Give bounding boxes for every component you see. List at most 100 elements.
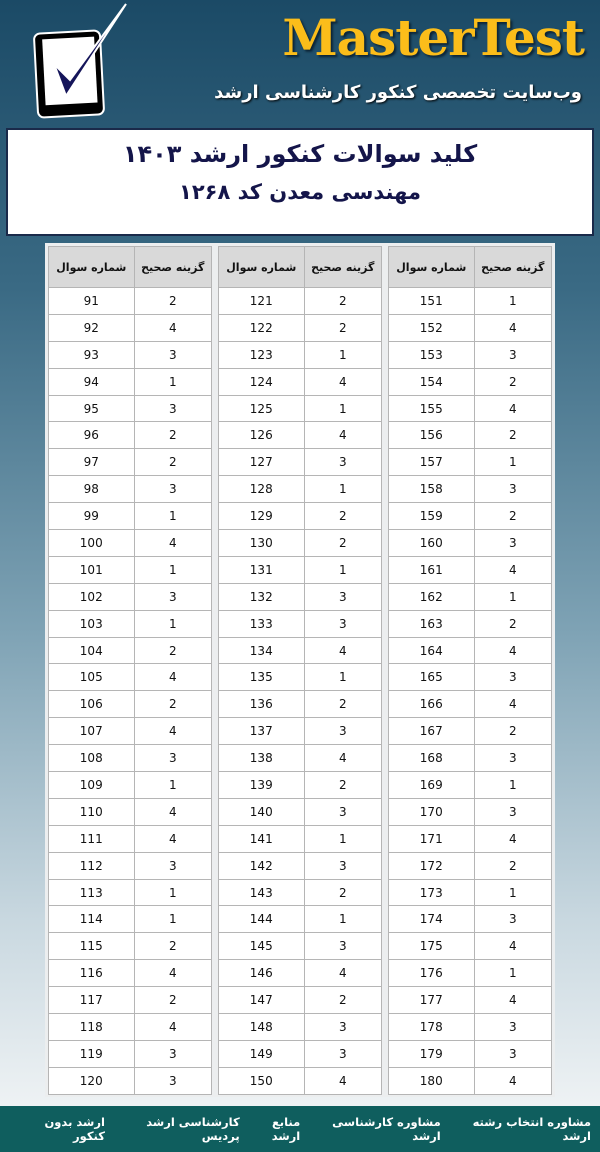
logo-checkbox-icon — [14, 2, 134, 120]
correct-answer-header: گزینه صحیح — [133, 246, 213, 288]
correct-answer: 1 — [133, 609, 213, 638]
footer-link[interactable]: کارشناسی ارشد پردیس — [146, 1115, 240, 1143]
table-row: 142 3 — [218, 851, 383, 880]
correct-answer: 3 — [473, 797, 553, 826]
correct-answer: 4 — [133, 313, 213, 342]
table-header-row: شماره سوال گزینه صحیح — [388, 246, 553, 288]
table-row: 149 3 — [218, 1039, 383, 1068]
question-number: 177 — [388, 986, 475, 1015]
correct-answer: 1 — [133, 771, 213, 799]
answer-table: شماره سوال گزینه صحیح 151 1 152 4 153 3 154 2 155 4… — [388, 246, 553, 1095]
question-number: 158 — [388, 475, 475, 504]
correct-answer: 4 — [303, 421, 383, 450]
correct-answer: 1 — [303, 663, 383, 692]
correct-answer: 4 — [473, 394, 553, 423]
question-number: 169 — [388, 771, 475, 799]
question-number: 152 — [388, 313, 475, 342]
question-number: 133 — [218, 609, 305, 638]
table-row: 95 3 — [48, 394, 213, 423]
correct-answer: 1 — [473, 771, 553, 799]
correct-answer: 1 — [303, 555, 383, 584]
correct-answer: 3 — [133, 394, 213, 423]
table-row: 172 2 — [388, 851, 553, 880]
table-row: 150 4 — [218, 1066, 383, 1095]
table-row: 167 2 — [388, 717, 553, 746]
table-row: 105 4 — [48, 663, 213, 692]
table-row: 109 1 — [48, 771, 213, 799]
correct-answer: 4 — [133, 717, 213, 746]
table-row: 119 3 — [48, 1039, 213, 1068]
table-row: 100 4 — [48, 529, 213, 557]
table-row: 156 2 — [388, 421, 553, 450]
correct-answer: 3 — [303, 1013, 383, 1041]
table-row: 112 3 — [48, 851, 213, 880]
question-number: 136 — [218, 690, 305, 719]
table-row: 170 3 — [388, 797, 553, 826]
footer-link[interactable]: مشاوره انتخاب رشته ارشد — [472, 1115, 591, 1143]
correct-answer: 2 — [473, 502, 553, 531]
question-number: 115 — [48, 932, 135, 961]
table-row: 175 4 — [388, 932, 553, 961]
question-number: 111 — [48, 824, 135, 853]
correct-answer: 2 — [473, 851, 553, 880]
question-number: 101 — [48, 555, 135, 584]
correct-answer: 3 — [133, 744, 213, 773]
table-row: 106 2 — [48, 690, 213, 719]
question-number: 150 — [218, 1066, 305, 1095]
correct-answer: 3 — [133, 582, 213, 611]
table-header-row: شماره سوال گزینه صحیح — [48, 246, 213, 288]
correct-answer: 4 — [303, 959, 383, 988]
question-number: 154 — [388, 367, 475, 396]
question-number: 171 — [388, 824, 475, 853]
table-row: 120 3 — [48, 1066, 213, 1095]
page-title: کلید سوالات کنکور ارشد ۱۴۰۳ — [122, 140, 478, 168]
table-row: 132 3 — [218, 582, 383, 611]
question-number: 145 — [218, 932, 305, 961]
question-number: 108 — [48, 744, 135, 773]
correct-answer: 3 — [133, 1039, 213, 1068]
question-number: 172 — [388, 851, 475, 880]
table-row: 130 2 — [218, 529, 383, 557]
correct-answer: 1 — [303, 905, 383, 934]
table-row: 180 4 — [388, 1066, 553, 1095]
question-number: 147 — [218, 986, 305, 1015]
table-row: 153 3 — [388, 340, 553, 369]
table-row: 163 2 — [388, 609, 553, 638]
question-number: 174 — [388, 905, 475, 934]
table-row: 98 3 — [48, 475, 213, 504]
correct-answer: 2 — [303, 690, 383, 719]
question-number: 155 — [388, 394, 475, 423]
table-row: 128 1 — [218, 475, 383, 504]
question-number: 116 — [48, 959, 135, 988]
tagline: وب‌سایت تخصصی کنکور کارشناسی ارشد — [214, 82, 582, 103]
question-number: 126 — [218, 421, 305, 450]
question-number: 179 — [388, 1039, 475, 1068]
footer-link[interactable]: ارشد بدون کنکور — [44, 1115, 105, 1143]
table-row: 173 1 — [388, 878, 553, 907]
footer-link[interactable]: منابع ارشد — [271, 1115, 301, 1143]
question-number: 113 — [48, 878, 135, 907]
table-row: 103 1 — [48, 609, 213, 638]
footer-link[interactable]: مشاوره کارشناسی ارشد — [332, 1115, 441, 1143]
table-row: 157 1 — [388, 448, 553, 477]
correct-answer-header: گزینه صحیح — [473, 246, 553, 288]
table-row: 138 4 — [218, 744, 383, 773]
correct-answer: 2 — [303, 313, 383, 342]
question-number: 96 — [48, 421, 135, 450]
question-number: 135 — [218, 663, 305, 692]
correct-answer: 1 — [303, 394, 383, 423]
correct-answer: 3 — [303, 717, 383, 746]
correct-answer: 3 — [303, 932, 383, 961]
table-row: 147 2 — [218, 986, 383, 1015]
question-number: 123 — [218, 340, 305, 369]
table-row: 122 2 — [218, 313, 383, 342]
question-number: 118 — [48, 1013, 135, 1041]
correct-answer: 3 — [473, 1039, 553, 1068]
table-row: 116 4 — [48, 959, 213, 988]
correct-answer: 4 — [473, 1066, 553, 1095]
table-row: 168 3 — [388, 744, 553, 773]
correct-answer: 3 — [473, 1013, 553, 1041]
table-row: 111 4 — [48, 824, 213, 853]
question-number: 167 — [388, 717, 475, 746]
table-row: 166 4 — [388, 690, 553, 719]
